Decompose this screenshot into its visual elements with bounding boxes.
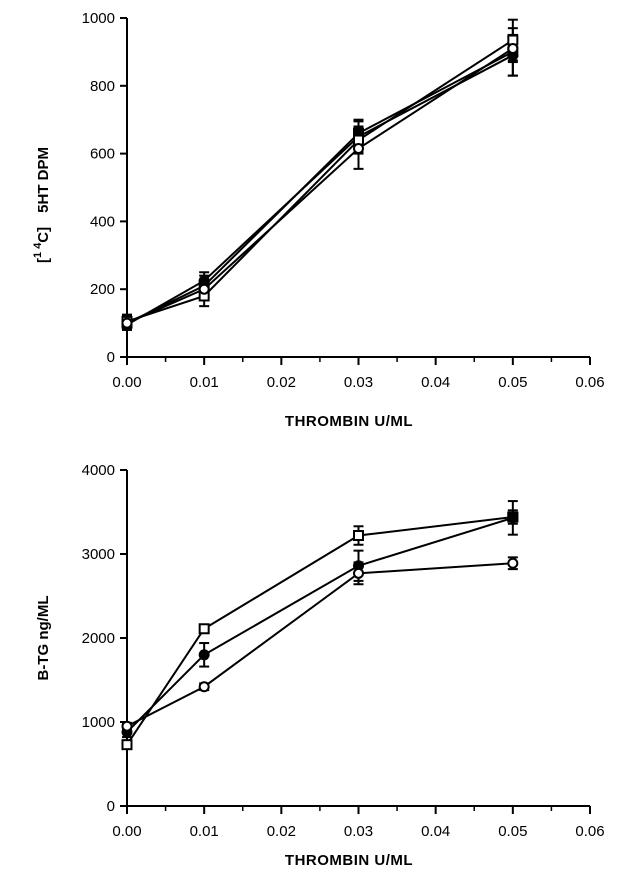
x-tick-label: 0.03 [344, 374, 373, 391]
data-point [507, 557, 519, 569]
data-point [507, 511, 519, 523]
data-point [198, 649, 210, 661]
x-tick-label: 0.00 [112, 823, 141, 840]
data-point [198, 681, 210, 693]
data-point [121, 720, 133, 732]
x-tick-label: 0.03 [344, 823, 373, 840]
x-axis-label: THROMBIN U/ML [285, 852, 413, 869]
series-line [126, 516, 513, 746]
x-tick-label: 0.04 [421, 823, 450, 840]
x-tick-label: 0.05 [498, 374, 527, 391]
y-tick-label: 400 [90, 213, 115, 230]
y-tick-label: 0 [107, 798, 115, 815]
x-tick-label: 0.02 [267, 823, 296, 840]
x-tick-label: 0.00 [112, 374, 141, 391]
x-axis-label: THROMBIN U/ML [285, 413, 413, 430]
x-tick-label: 0.01 [190, 374, 219, 391]
y-tick-label: 800 [90, 78, 115, 95]
y-tick-label: 1000 [82, 10, 115, 27]
series-line [126, 562, 513, 728]
data-point [198, 283, 210, 295]
x-tick-label: 0.02 [267, 374, 296, 391]
series-line [126, 516, 514, 733]
y-tick-label: 200 [90, 281, 115, 298]
y-tick-label: 1000 [82, 714, 115, 731]
data-point [121, 739, 133, 751]
y-tick-label: 2000 [82, 630, 115, 647]
data-point [198, 623, 210, 635]
y-tick-label: 3000 [82, 546, 115, 563]
chart-btg-release: B-TG ng/ML THROMBIN U/ML 0 1000 2000 3000 40… [35, 462, 605, 869]
y-axis-label: [1 4C]5HT DPM [32, 147, 52, 263]
y-tick-label: 600 [90, 146, 115, 163]
y-axis-label: B-TG ng/ML [35, 596, 52, 681]
x-tick-label: 0.04 [421, 374, 450, 391]
series-line [126, 51, 514, 325]
y-tick-label: 0 [107, 349, 115, 366]
x-tick-label: 0.01 [190, 823, 219, 840]
chart-serotonin-release: [1 4C]5HT DPM THROMBIN U/ML 0 200 400 600 80… [32, 10, 605, 430]
x-tick-label: 0.05 [498, 823, 527, 840]
series-line [126, 54, 514, 326]
data-point [353, 143, 364, 155]
data-point [353, 530, 364, 542]
data-point [353, 567, 364, 579]
data-point [121, 317, 133, 329]
x-tick-label: 0.06 [575, 823, 604, 840]
y-tick-label: 4000 [82, 462, 115, 479]
x-tick-label: 0.06 [575, 374, 604, 391]
data-point [507, 43, 519, 55]
series-line [126, 47, 514, 325]
